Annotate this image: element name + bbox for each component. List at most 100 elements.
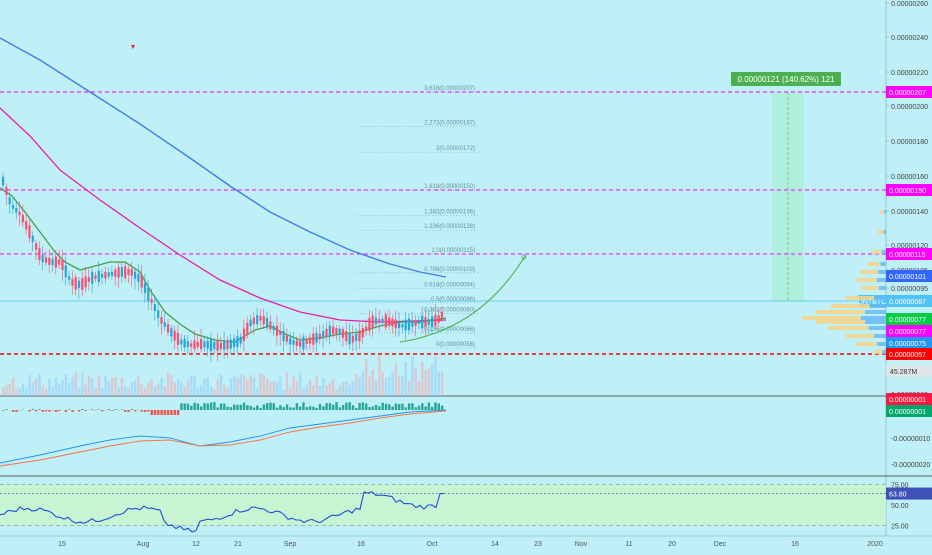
macd-histogram-bar (405, 407, 407, 410)
volume-bar (398, 376, 400, 396)
volume-profile-bar (881, 262, 886, 266)
time-axis-label: 16 (791, 541, 799, 548)
time-axis-label: 20 (668, 541, 676, 548)
candle-body (253, 318, 255, 325)
candle-body (352, 336, 354, 343)
volume-bar (9, 384, 11, 396)
macd-histogram-bar (349, 402, 351, 410)
target-label: 0.00000121 (140.62%) 121 (738, 75, 836, 84)
candle-body (243, 329, 245, 341)
volume-bar (98, 376, 100, 396)
volume-profile-bar (877, 342, 886, 346)
candle-body (71, 279, 73, 286)
volume-bar (375, 380, 377, 396)
candle-body (38, 248, 40, 260)
volume-profile-bar (846, 296, 874, 300)
volume-profile-bar (860, 270, 878, 274)
volume-bar (108, 382, 110, 396)
volume-bar (160, 378, 162, 396)
candle-body (127, 269, 129, 275)
fib-level-label: 0.618(0.00000094) (424, 283, 475, 289)
volume-bar (207, 378, 209, 396)
candle-body (385, 314, 387, 327)
candle-body (256, 315, 258, 324)
candle-body (434, 315, 436, 326)
macd-histogram-bar (259, 408, 261, 410)
volume-bar (210, 387, 212, 396)
macd-histogram-bar (342, 405, 344, 410)
candle-body (197, 342, 199, 347)
macd-histogram-bar (157, 410, 159, 415)
volume-bar (250, 375, 252, 396)
volume-profile-bar (869, 326, 886, 330)
candle-body (52, 259, 54, 265)
volume-bar (137, 376, 139, 396)
candle-body (32, 236, 34, 242)
volume-bar (217, 380, 219, 396)
candle-body (372, 315, 374, 327)
volume-bar (421, 362, 423, 396)
macd-histogram-bar (32, 409, 34, 410)
price-axis-tick-label: 0.00000180 (891, 139, 928, 146)
candle-body (424, 317, 426, 327)
macd-histogram-bar (121, 409, 123, 410)
candle-body (167, 324, 169, 332)
macd-histogram-bar (273, 403, 275, 410)
candle-body (25, 221, 27, 230)
volume-bar (157, 384, 159, 396)
candle-body (170, 328, 172, 336)
volume-profile-bar (816, 320, 865, 324)
macd-histogram-bar (65, 410, 67, 412)
volume-profile-bar (879, 286, 886, 290)
volume-bar (111, 378, 113, 396)
candle-body (382, 319, 384, 322)
volume-bar (78, 388, 80, 396)
volume-bar (395, 363, 397, 396)
candle-body (98, 271, 100, 282)
volume-bar (428, 368, 430, 396)
volume-profile-bar (870, 304, 887, 308)
volume-bar (141, 385, 143, 396)
candle-body (250, 320, 252, 326)
macd-histogram-bar (325, 403, 327, 410)
volume-bar (431, 364, 433, 396)
macd-histogram-bar (141, 410, 143, 412)
candle-body (349, 333, 351, 344)
volume-bar (424, 370, 426, 396)
volume-bar (276, 382, 278, 396)
volume-profile-bar (862, 286, 879, 290)
time-axis-label: 15 (58, 541, 66, 548)
volume-bar (5, 385, 7, 396)
macd-histogram-bar (438, 403, 440, 410)
volume-bar (405, 362, 407, 396)
volume-profile-bar (856, 278, 877, 282)
macd-histogram-bar (134, 410, 136, 411)
fib-level-label: 0.786(0.00000103) (424, 267, 475, 273)
volume-bar (316, 376, 318, 396)
volume-bar (35, 379, 37, 396)
macd-histogram-bar (180, 403, 182, 410)
volume-profile-bar (877, 278, 886, 282)
macd-histogram-bar (200, 406, 202, 410)
macd-histogram-bar (319, 404, 321, 410)
macd-histogram-bar (184, 403, 186, 410)
candle-body (147, 288, 149, 301)
macd-histogram-bar (177, 410, 179, 415)
candle-body (428, 319, 430, 325)
volume-bar (368, 376, 370, 396)
macd-histogram-bar (167, 410, 169, 415)
candle-body (177, 333, 179, 345)
volume-bar (226, 387, 228, 396)
macd-histogram-bar (368, 407, 370, 410)
volume-bar (296, 382, 298, 396)
volume-profile-bar (878, 230, 884, 234)
volume-bar (256, 388, 258, 396)
volume-bar (12, 378, 14, 396)
macd-histogram-bar (250, 406, 252, 410)
candle-body (322, 331, 324, 338)
candle-body (233, 338, 235, 347)
fib-level-label: 1.618(0.00000150) (424, 184, 475, 190)
macd-histogram-bar (398, 404, 400, 410)
candle-body (45, 257, 47, 262)
volume-axis-label: 45.287M (890, 369, 917, 376)
